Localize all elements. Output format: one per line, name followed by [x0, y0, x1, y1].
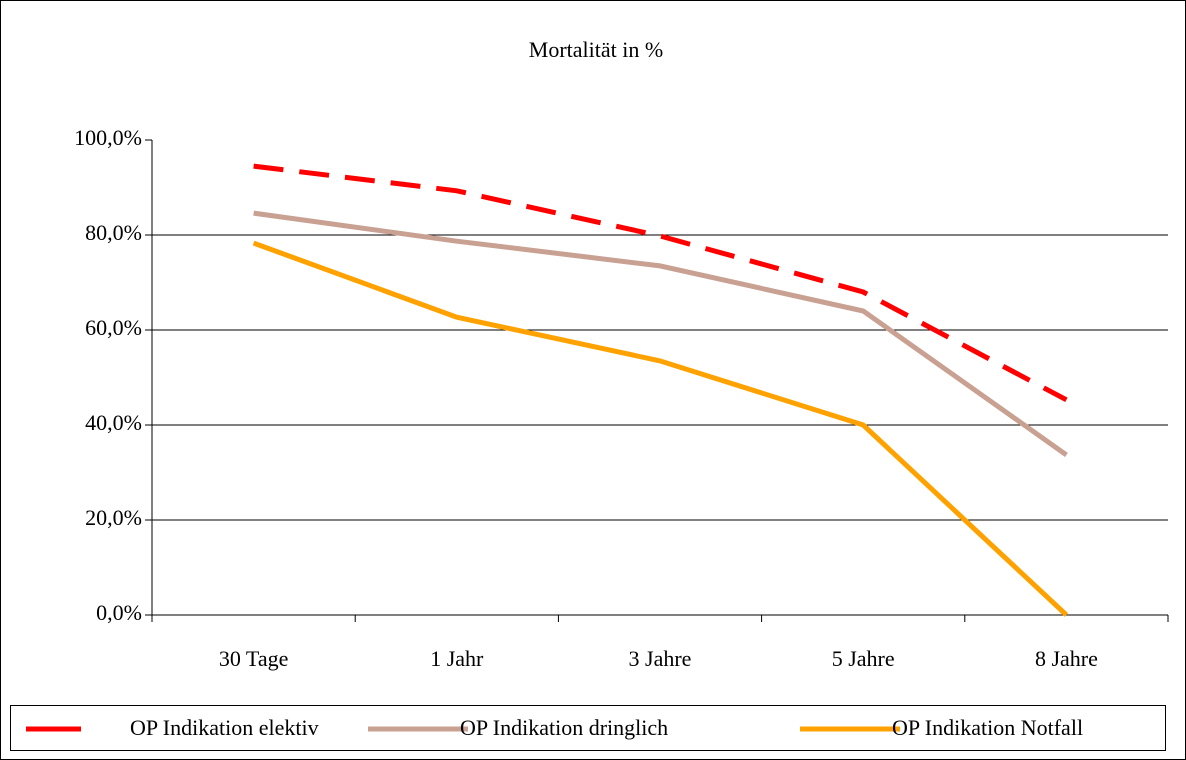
y-tick-label: 100,0% [74, 125, 142, 150]
x-tick-label: 1 Jahr [430, 646, 484, 671]
x-tick-label: 5 Jahre [832, 646, 895, 671]
legend-label: OP Indikation dringlich [460, 715, 668, 740]
x-tick-label: 8 Jahre [1035, 646, 1098, 671]
y-tick-label: 20,0% [85, 505, 142, 530]
data-line [252, 240, 1069, 617]
y-tick-label: 80,0% [85, 220, 142, 245]
y-tick-label: 0,0% [96, 600, 142, 625]
y-tick-label: 40,0% [85, 410, 142, 435]
x-tick-label: 30 Tage [219, 646, 289, 671]
legend-label: OP Indikation Notfall [892, 715, 1083, 740]
chart-title: Mortalität in % [529, 37, 663, 62]
data-line [253, 210, 1068, 457]
x-tick-label: 3 Jahre [629, 646, 692, 671]
legend-label: OP Indikation elektiv [130, 715, 319, 740]
y-tick-label: 60,0% [85, 315, 142, 340]
legend-box [10, 705, 1166, 751]
data-line [253, 163, 1068, 403]
